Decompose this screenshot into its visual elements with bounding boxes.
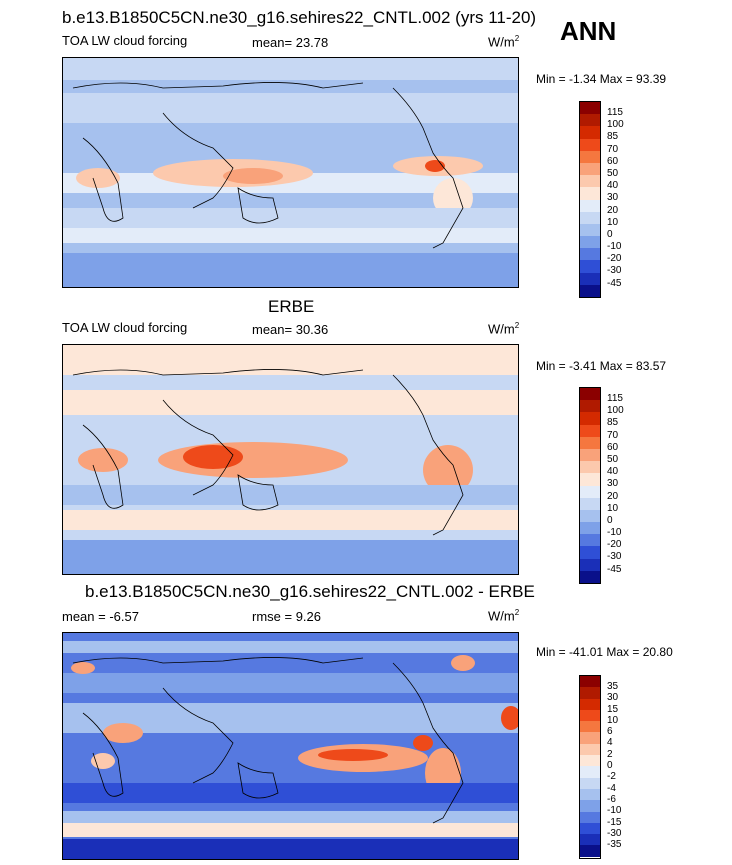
panel2-map <box>62 344 519 575</box>
panel1-colorbar-ticks: 115 100 85 70 60 50 40 30 20 10 0 -10 -20 -30 -45 <box>607 107 624 290</box>
panel2-map-svg <box>63 345 518 574</box>
panel1-variable-label: TOA LW cloud forcing <box>62 33 188 48</box>
cbar-tick: -20 <box>607 539 622 551</box>
cbar-tick: -10 <box>607 805 622 817</box>
cbar-tick: 40 <box>607 466 619 478</box>
cbar-tick: -35 <box>607 839 622 851</box>
cbar-tick: 50 <box>607 167 619 179</box>
cbar-tick: -10 <box>607 241 622 253</box>
cbar-tick: 10 <box>607 502 619 514</box>
panel2-colorbar-ticks: 115 100 85 70 60 50 40 30 20 10 0 -10 -20 -30 -45 <box>607 393 624 576</box>
cbar-tick: 70 <box>607 143 619 155</box>
cbar-tick: -30 <box>607 551 622 563</box>
cbar-tick: -2 <box>607 771 616 783</box>
panel2-title: ERBE <box>268 297 315 316</box>
panel3-units: W/m2 <box>488 608 520 624</box>
panel1-mean-label: mean= 23.78 <box>252 35 329 50</box>
panel3-colorbar <box>579 675 601 859</box>
panel3-title: b.e13.B1850C5CN.ne30_g16.sehires22_CNTL.… <box>85 582 535 601</box>
cbar-tick: 20 <box>607 204 619 216</box>
cbar-tick: 2 <box>607 748 613 760</box>
panel1-colorbar <box>579 101 601 298</box>
cbar-tick: 20 <box>607 490 619 502</box>
panel1-minmax: Min = -1.34 Max = 93.39 <box>536 72 667 86</box>
panel1-map <box>62 57 519 288</box>
cbar-tick: 0 <box>607 514 613 526</box>
panel2-minmax: Min = -3.41 Max = 83.57 <box>536 359 667 373</box>
cbar-tick: 35 <box>607 681 619 692</box>
panel3-colorbar-ticks: 35 30 15 10 6 4 2 0 -2 -4 -6 -10 -15 -30 -35 <box>607 681 621 850</box>
cbar-tick: -45 <box>607 563 622 575</box>
cbar-tick: -10 <box>607 527 622 539</box>
cbar-tick: -6 <box>607 793 616 805</box>
cbar-tick: 0 <box>607 228 613 240</box>
cbar-tick: 30 <box>607 478 619 490</box>
cbar-tick: 50 <box>607 453 619 465</box>
cbar-tick: -4 <box>607 782 616 794</box>
cbar-tick: 10 <box>607 714 619 726</box>
cbar-tick: 60 <box>607 441 619 453</box>
cbar-tick: 115 <box>607 393 623 404</box>
panel3-map-svg <box>63 633 518 859</box>
cbar-tick: 4 <box>607 737 613 749</box>
cbar-tick: -30 <box>607 265 622 277</box>
cbar-tick: 30 <box>607 692 619 704</box>
cbar-tick: 60 <box>607 155 619 167</box>
panel2-colorbar <box>579 387 601 584</box>
cbar-tick: 70 <box>607 429 619 441</box>
cbar-tick: 100 <box>607 405 624 417</box>
cbar-tick: 85 <box>607 417 619 429</box>
cbar-tick: 30 <box>607 192 619 204</box>
season-label: ANN <box>560 16 617 46</box>
cbar-tick: 10 <box>607 216 619 228</box>
cbar-tick: 15 <box>607 703 619 715</box>
cbar-tick: -45 <box>607 277 622 289</box>
cbar-tick: 0 <box>607 760 613 772</box>
cbar-tick: 40 <box>607 180 619 192</box>
panel2-units: W/m2 <box>488 321 520 337</box>
panel3-rmse-label: rmse = 9.26 <box>252 609 322 624</box>
panel3-map <box>62 632 519 860</box>
cbar-tick: 85 <box>607 131 619 143</box>
panel2-mean-label: mean= 30.36 <box>252 322 329 337</box>
panel2-variable-label: TOA LW cloud forcing <box>62 320 188 335</box>
panel1-title: b.e13.B1850C5CN.ne30_g16.sehires22_CNTL.… <box>62 8 537 27</box>
panel1-units: W/m2 <box>488 34 520 50</box>
cbar-tick: 115 <box>607 107 623 118</box>
panel1-map-svg <box>63 58 518 287</box>
panel3-minmax: Min = -41.01 Max = 20.80 <box>536 645 673 659</box>
cbar-tick: -30 <box>607 827 622 839</box>
cbar-tick: -20 <box>607 253 622 265</box>
cbar-tick: 100 <box>607 119 624 131</box>
cbar-tick: -15 <box>607 816 622 828</box>
cbar-tick: 6 <box>607 726 613 738</box>
panel3-mean-label: mean = -6.57 <box>62 609 139 624</box>
